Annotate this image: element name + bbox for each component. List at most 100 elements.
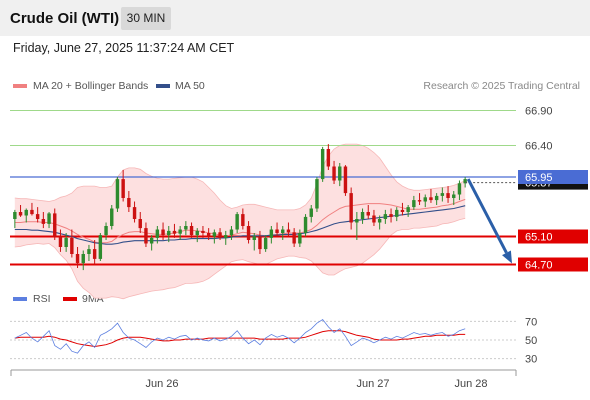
candle xyxy=(326,144,331,170)
candle-body xyxy=(406,207,410,212)
candle-body xyxy=(281,229,285,233)
research-credit: Research © 2025 Trading Central xyxy=(423,80,580,92)
candle-body xyxy=(263,237,268,250)
candle-body xyxy=(258,236,262,250)
candle xyxy=(104,222,108,240)
candle xyxy=(121,170,125,202)
rsi-legend-label: RSI xyxy=(33,293,51,305)
candle-body xyxy=(178,229,182,234)
candle xyxy=(429,188,433,203)
candle xyxy=(440,187,445,202)
candle xyxy=(172,223,177,238)
candle xyxy=(377,215,382,230)
candle xyxy=(75,247,80,268)
candle xyxy=(389,208,393,223)
bollinger-upper-line xyxy=(14,143,466,211)
candle xyxy=(178,226,182,240)
level-label-65.95: 65.95 xyxy=(525,172,553,184)
candle-body xyxy=(303,216,308,233)
candle-body xyxy=(372,215,376,223)
candle xyxy=(286,222,291,237)
candle xyxy=(24,208,28,223)
level-label-66.90: 66.90 xyxy=(525,106,553,118)
candle-body xyxy=(53,213,57,237)
candle-body xyxy=(189,226,194,236)
candle-body xyxy=(149,237,154,244)
candle xyxy=(315,177,319,212)
x-tick-label: Jun 28 xyxy=(454,378,487,390)
candle xyxy=(366,205,370,219)
candle xyxy=(263,235,268,252)
candle-body xyxy=(298,233,302,244)
candle xyxy=(127,191,131,212)
candle-body xyxy=(110,208,114,226)
candle xyxy=(167,226,171,243)
candle-body xyxy=(355,219,359,223)
candle-body xyxy=(172,230,177,234)
candle xyxy=(355,212,359,240)
candle-body xyxy=(115,179,120,209)
candle xyxy=(423,194,427,208)
candle-body xyxy=(412,200,416,208)
candle-body xyxy=(246,226,251,240)
timestamp: Friday, June 27, 2025 11:37:24 AM CET xyxy=(13,41,235,55)
candle-body xyxy=(383,214,388,219)
candle xyxy=(47,212,51,229)
candle xyxy=(400,202,405,216)
candle xyxy=(320,146,325,182)
candle-body xyxy=(167,230,171,236)
candle xyxy=(452,191,456,205)
candle-body xyxy=(87,249,91,254)
candle-body xyxy=(132,207,137,219)
candle-body xyxy=(360,212,365,219)
candle-body xyxy=(275,229,279,233)
candle-body xyxy=(138,219,142,229)
candle xyxy=(338,163,342,187)
candle-body xyxy=(92,249,97,259)
candle-body xyxy=(70,237,74,254)
candle-body xyxy=(64,237,68,247)
bollinger-legend-label: MA 20 + Bollinger Bands xyxy=(33,80,149,92)
candle xyxy=(412,195,416,210)
candle xyxy=(87,244,91,261)
candle-body xyxy=(127,198,131,208)
candle xyxy=(446,186,450,203)
candle xyxy=(281,226,285,240)
level-label-64.70: 64.70 xyxy=(525,260,553,272)
candle-body xyxy=(269,229,274,238)
candle xyxy=(81,250,85,271)
candle xyxy=(218,228,222,240)
candle xyxy=(349,187,353,230)
candle xyxy=(161,222,165,240)
candle xyxy=(132,201,137,223)
candle-body xyxy=(292,232,296,244)
candle-body xyxy=(201,230,205,233)
candle xyxy=(110,205,114,230)
candle-body xyxy=(18,212,23,216)
candle xyxy=(13,209,17,229)
candle-body xyxy=(104,226,108,236)
candle xyxy=(241,208,245,230)
bollinger-legend-swatch xyxy=(13,84,27,88)
rsi-tick-30: 30 xyxy=(525,354,537,366)
candle xyxy=(292,228,296,247)
candle-body xyxy=(389,214,393,217)
chart-header: Crude Oil (WTI) 30 MIN xyxy=(0,0,590,36)
candle-body xyxy=(315,179,319,209)
candle xyxy=(189,222,194,238)
candle xyxy=(115,177,120,212)
candle-body xyxy=(434,195,439,201)
rsi-ma-legend-swatch xyxy=(63,297,77,301)
forecast-arrow-head xyxy=(502,250,512,264)
timeframe-button[interactable]: 30 MIN xyxy=(121,7,171,30)
candle xyxy=(258,230,262,254)
candle xyxy=(58,229,63,252)
level-label-66.40: 66.40 xyxy=(525,141,553,153)
candle xyxy=(303,214,308,237)
candle-body xyxy=(286,229,291,233)
candle xyxy=(269,226,274,244)
candle xyxy=(53,208,57,240)
candle xyxy=(360,208,365,224)
ma20-line xyxy=(14,198,466,244)
candle-body xyxy=(241,214,245,226)
